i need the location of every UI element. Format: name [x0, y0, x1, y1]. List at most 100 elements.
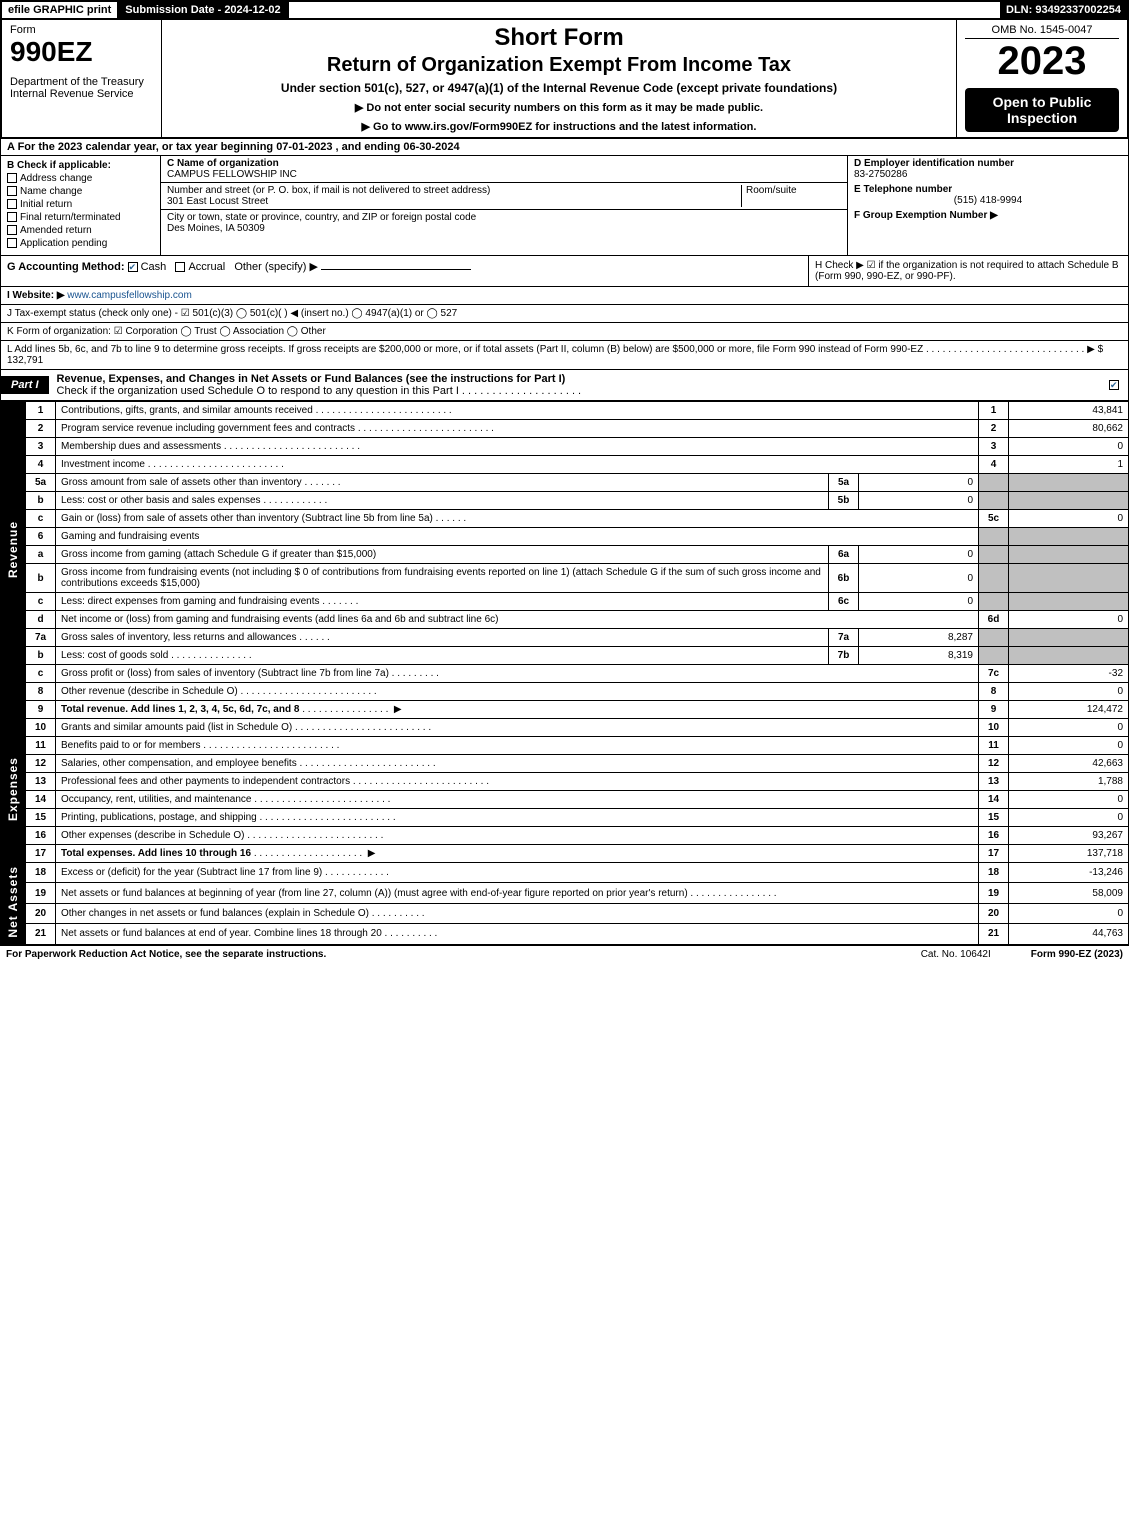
title-short-form: Short Form — [170, 24, 948, 52]
website-link[interactable]: www.campusfellowship.com — [67, 290, 192, 301]
line-20-desc: Other changes in net assets or fund bala… — [56, 903, 979, 923]
col-b-checkboxes: B Check if applicable: Address change Na… — [1, 156, 161, 255]
page-footer: For Paperwork Reduction Act Notice, see … — [0, 945, 1129, 963]
line-4-desc: Investment income — [56, 456, 979, 474]
line-6c-desc: Less: direct expenses from gaming and fu… — [56, 593, 829, 611]
city-label: City or town, state or province, country… — [167, 212, 476, 223]
top-bar: efile GRAPHIC print Submission Date - 20… — [0, 0, 1129, 20]
line-18-val: -13,246 — [1009, 863, 1129, 883]
org-address: 301 East Locust Street — [167, 196, 268, 207]
line-19-desc: Net assets or fund balances at beginning… — [56, 883, 979, 903]
row-g-h: G Accounting Method: Cash Accrual Other … — [0, 256, 1129, 287]
line-12-desc: Salaries, other compensation, and employ… — [56, 755, 979, 773]
line-8-desc: Other revenue (describe in Schedule O) — [56, 683, 979, 701]
line-3-val: 0 — [1009, 438, 1129, 456]
line-11-val: 0 — [1009, 737, 1129, 755]
line-11-desc: Benefits paid to or for members — [56, 737, 979, 755]
revenue-vertical-label: Revenue — [1, 402, 26, 701]
chk-final-return[interactable]: Final return/terminated — [7, 212, 154, 223]
line-5b-desc: Less: cost or other basis and sales expe… — [56, 492, 829, 510]
line-18-desc: Excess or (deficit) for the year (Subtra… — [56, 863, 979, 883]
line-6d-desc: Net income or (loss) from gaming and fun… — [56, 611, 979, 629]
line-2-desc: Program service revenue including govern… — [56, 420, 979, 438]
section-bcdef: B Check if applicable: Address change Na… — [0, 156, 1129, 256]
part-1-table: Revenue 1 Contributions, gifts, grants, … — [0, 401, 1129, 945]
room-label: Room/suite — [746, 185, 797, 196]
h-check: H Check ▶ ☑ if the organization is not r… — [808, 256, 1128, 286]
chk-address-change[interactable]: Address change — [7, 173, 154, 184]
header-left: Form 990EZ Department of the Treasury In… — [2, 20, 162, 137]
row-l-gross-receipts: L Add lines 5b, 6c, and 7b to line 9 to … — [0, 341, 1129, 370]
c-name-label: C Name of organization — [167, 158, 279, 169]
d-ein-label: D Employer identification number — [854, 158, 1014, 169]
line-13-desc: Professional fees and other payments to … — [56, 773, 979, 791]
e-phone-label: E Telephone number — [854, 184, 952, 195]
line-13-val: 1,788 — [1009, 773, 1129, 791]
line-15-desc: Printing, publications, postage, and shi… — [56, 809, 979, 827]
g-accounting: G Accounting Method: Cash Accrual Other … — [1, 256, 808, 286]
ein-value: 83-2750286 — [854, 169, 907, 180]
line-7a-desc: Gross sales of inventory, less returns a… — [56, 629, 829, 647]
efile-label[interactable]: efile GRAPHIC print — [2, 2, 119, 18]
line-6a-boxval: 0 — [859, 546, 979, 564]
chk-amended-return[interactable]: Amended return — [7, 225, 154, 236]
line-8-val: 0 — [1009, 683, 1129, 701]
note-ssn: ▶ Do not enter social security numbers o… — [170, 101, 948, 114]
line-6d-val: 0 — [1009, 611, 1129, 629]
tax-year: 2023 — [965, 39, 1119, 84]
line-10-desc: Grants and similar amounts paid (list in… — [56, 719, 979, 737]
footer-form-ref: Form 990-EZ (2023) — [1031, 949, 1123, 960]
line-1-val: 43,841 — [1009, 402, 1129, 420]
line-5b-boxval: 0 — [859, 492, 979, 510]
chk-name-change[interactable]: Name change — [7, 186, 154, 197]
line-5c-desc: Gain or (loss) from sale of assets other… — [56, 510, 979, 528]
org-name: CAMPUS FELLOWSHIP INC — [167, 169, 297, 180]
expenses-vertical-label: Expenses — [1, 719, 26, 863]
line-6a-desc: Gross income from gaming (attach Schedul… — [56, 546, 829, 564]
line-21-val: 44,763 — [1009, 924, 1129, 944]
line-5a-desc: Gross amount from sale of assets other t… — [56, 474, 829, 492]
line-20-val: 0 — [1009, 903, 1129, 923]
line-7c-desc: Gross profit or (loss) from sales of inv… — [56, 665, 979, 683]
chk-initial-return[interactable]: Initial return — [7, 199, 154, 210]
line-12-val: 42,663 — [1009, 755, 1129, 773]
line-7a-boxval: 8,287 — [859, 629, 979, 647]
b-header: B Check if applicable: — [7, 160, 154, 171]
submission-date: Submission Date - 2024-12-02 — [119, 2, 288, 18]
subtitle: Under section 501(c), 527, or 4947(a)(1)… — [170, 81, 948, 95]
part1-schedule-o-check[interactable] — [1109, 380, 1119, 390]
line-21-desc: Net assets or fund balances at end of ye… — [56, 924, 979, 944]
phone-value: (515) 418-9994 — [854, 195, 1122, 206]
line-6b-desc: Gross income from fundraising events (no… — [56, 564, 829, 593]
chk-cash[interactable] — [128, 262, 138, 272]
line-17-desc: Total expenses. Add lines 10 through 16 … — [56, 845, 979, 863]
chk-accrual[interactable] — [175, 262, 185, 272]
row-k-form-org: K Form of organization: ☑ Corporation ◯ … — [0, 323, 1129, 341]
line-10-val: 0 — [1009, 719, 1129, 737]
line-5a-boxval: 0 — [859, 474, 979, 492]
header-right: OMB No. 1545-0047 2023 Open to Public In… — [957, 20, 1127, 137]
line-14-desc: Occupancy, rent, utilities, and maintena… — [56, 791, 979, 809]
chk-application-pending[interactable]: Application pending — [7, 238, 154, 249]
netassets-vertical-label: Net Assets — [1, 863, 26, 945]
org-city: Des Moines, IA 50309 — [167, 223, 265, 234]
line-7c-val: -32 — [1009, 665, 1129, 683]
line-9-val: 124,472 — [1009, 701, 1129, 719]
line-19-val: 58,009 — [1009, 883, 1129, 903]
gross-receipts-value: 132,791 — [7, 355, 43, 366]
line-7b-desc: Less: cost of goods sold . . . . . . . .… — [56, 647, 829, 665]
line-2-val: 80,662 — [1009, 420, 1129, 438]
form-label: Form — [10, 24, 153, 36]
row-i-website: I Website: ▶ www.campusfellowship.com — [0, 287, 1129, 305]
omb-number: OMB No. 1545-0047 — [965, 24, 1119, 39]
line-6-desc: Gaming and fundraising events — [56, 528, 979, 546]
line-14-val: 0 — [1009, 791, 1129, 809]
header-center: Short Form Return of Organization Exempt… — [162, 20, 957, 137]
col-c-org-info: C Name of organization CAMPUS FELLOWSHIP… — [161, 156, 848, 255]
row-j-tax-status: J Tax-exempt status (check only one) - ☑… — [0, 305, 1129, 323]
line-1-desc: Contributions, gifts, grants, and simila… — [56, 402, 979, 420]
line-16-desc: Other expenses (describe in Schedule O) — [56, 827, 979, 845]
line-3-desc: Membership dues and assessments — [56, 438, 979, 456]
note-link: ▶ Go to www.irs.gov/Form990EZ for instru… — [170, 120, 948, 133]
addr-label: Number and street (or P. O. box, if mail… — [167, 185, 490, 196]
